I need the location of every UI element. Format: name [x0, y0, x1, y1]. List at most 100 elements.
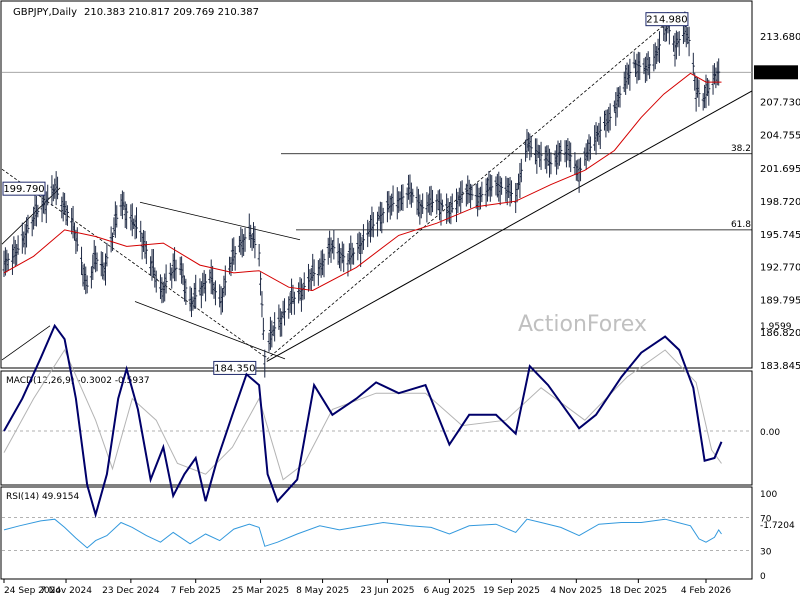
x-tick-label: 4 Feb 2026: [681, 586, 732, 596]
price-bar: [549, 152, 553, 175]
price-bar: [46, 184, 50, 206]
price-labels: 199.790 184.350 214.980 210.387: [2, 12, 798, 375]
price-bar: [401, 184, 405, 211]
price-bar: [115, 205, 119, 228]
price-marker-box: [213, 360, 257, 375]
watermark: ActionForex: [518, 312, 647, 337]
y-axis-labels: 213.680 207.730 204.755 201.695 198.720 195.7…: [760, 32, 800, 582]
price-bar: [65, 205, 69, 226]
rsi-header: RSI(14) 49.9154: [6, 492, 79, 502]
price-bar: [648, 56, 652, 79]
price-y-tick-label: 198.720: [760, 197, 800, 208]
price-bar: [687, 26, 691, 57]
price-bar: [263, 349, 267, 378]
price-bar: [283, 298, 287, 326]
price-bar: [36, 204, 40, 218]
rsi-pane-frame: [0, 486, 753, 580]
price-bar: [105, 242, 109, 267]
price-bar: [302, 272, 306, 300]
price-bar: [421, 193, 425, 214]
price-bar: [154, 270, 158, 293]
price-bar: [16, 235, 20, 255]
price-bar: [80, 246, 84, 275]
price-marker-box: [2, 181, 46, 196]
price-bar: [618, 85, 622, 108]
price-pane-frame: [0, 0, 753, 369]
rsi-y-tick-label: 100: [760, 490, 777, 500]
dashed-decline-line: [1, 168, 266, 358]
price-bar: [381, 207, 385, 224]
price-bar: [638, 52, 642, 80]
x-tick-label: 23 Dec 2024: [102, 586, 160, 596]
x-tick-label: 25 Mar 2025: [232, 586, 289, 596]
price-bar: [342, 243, 346, 273]
price-bar: [450, 193, 454, 213]
rsi-y-tick-label: 0: [760, 572, 766, 582]
price-bar: [204, 273, 208, 302]
moving-average-line: [3, 72, 722, 292]
price-bar: [608, 103, 612, 131]
price-y-tick-label: 186.820: [760, 328, 800, 339]
rsi-pane: [2, 517, 752, 551]
price-bar: [312, 259, 316, 287]
price-bar: [480, 181, 484, 203]
price-marker-box: [645, 12, 689, 27]
price-y-tick-label: 192.770: [760, 263, 800, 274]
x-tick-label: 24 Sep 2024: [4, 586, 61, 596]
last-price-tag-label: 210.387: [755, 68, 796, 79]
rising-trendline: [266, 90, 753, 362]
price-bar: [717, 58, 721, 86]
price-bar: [233, 246, 237, 271]
price-bar: [598, 116, 602, 150]
price-marker: 214.980: [645, 12, 689, 27]
price-bar: [500, 177, 504, 195]
rsi-y-tick-label: 70: [760, 515, 772, 525]
price-bar: [135, 207, 139, 239]
price-bar: [691, 52, 695, 76]
x-tick-label: 8 May 2025: [296, 586, 349, 596]
macd-signal-line: [3, 348, 722, 481]
price-bar: [391, 185, 395, 212]
price-bar: [56, 176, 60, 200]
rsi-line: [3, 518, 722, 549]
price-bar: [431, 189, 435, 213]
price-bar: [184, 278, 188, 305]
price-y-tick-label: 189.795: [760, 295, 800, 306]
price-header-symbol: GBPJPY,Daily: [13, 7, 77, 18]
price-bar: [164, 264, 168, 294]
last-price-tag: [754, 65, 798, 80]
price-bar: [371, 212, 375, 238]
price-marker: 199.790: [2, 181, 46, 196]
macd-pane: [2, 323, 752, 519]
rsi-y-tick-label: 30: [760, 547, 772, 557]
macd-y-tick-label: 0.00: [760, 428, 780, 438]
price-bar: [26, 214, 30, 234]
price-bar: [515, 182, 519, 203]
price-bar: [125, 203, 129, 230]
price-bar: [569, 142, 573, 173]
price-bar: [273, 312, 277, 342]
x-tick-label: 6 Aug 2025: [423, 586, 475, 596]
price-bar: [509, 180, 513, 204]
falling-channel-lower: [134, 301, 286, 360]
price-bar: [259, 272, 263, 296]
price-bar: [322, 253, 326, 278]
price-bar: [352, 247, 356, 265]
price-bar: [6, 253, 10, 272]
price-bar: [85, 275, 89, 294]
price-bar: [257, 243, 261, 267]
price-bar: [677, 31, 681, 56]
x-tick-label: 19 Sep 2025: [483, 586, 540, 596]
x-tick-label: 7 Nov 2024: [40, 586, 92, 596]
price-bar: [470, 184, 474, 201]
fib-level-label: 38.2: [731, 144, 751, 154]
price-bar: [95, 252, 99, 272]
price-bar: [243, 227, 247, 252]
price-bar: [292, 291, 296, 315]
price-bar: [174, 259, 178, 282]
price-bar: [490, 175, 494, 197]
price-y-tick-label: 201.695: [760, 164, 800, 175]
price-bar: [559, 140, 563, 162]
